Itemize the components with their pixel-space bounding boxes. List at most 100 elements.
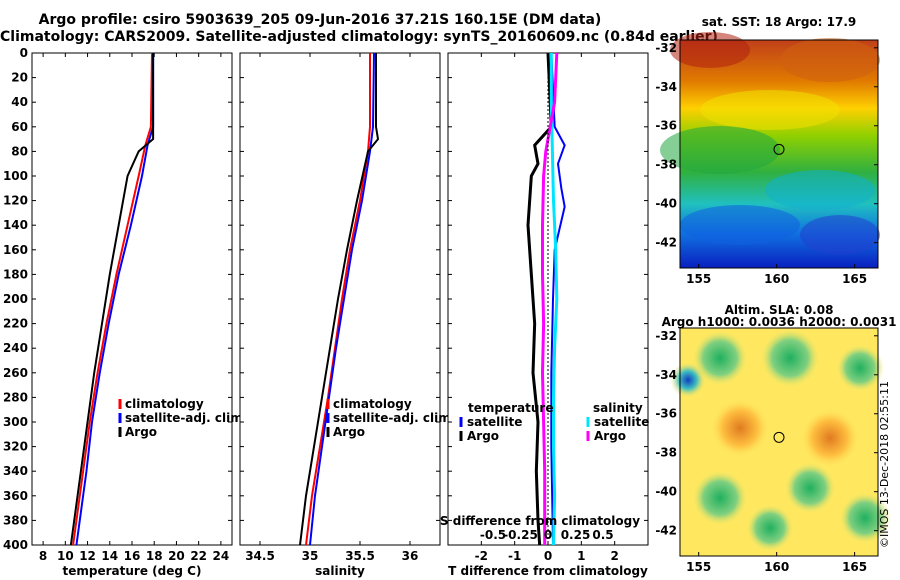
temperature-panel: 0 20 40 60 80 100 120 140 160 180 200 220 240 260 280 3… (3, 46, 247, 578)
sst-patch (670, 32, 750, 68)
x-tick-label: 16 (124, 549, 141, 563)
sla-patch (760, 328, 820, 388)
x-tick-label: 22 (190, 549, 207, 563)
series-line-argo (69, 53, 155, 546)
x-axis-label: temperature (deg C) (63, 564, 202, 578)
y-tick-label: 180 (3, 267, 28, 281)
map-title: sat. SST: 18 Argo: 17.9 (702, 15, 856, 29)
map-y-tick-label: -40 (655, 485, 677, 499)
s-tick-label: -0.5 (480, 528, 506, 542)
s-tick-label: 0.5 (592, 528, 613, 542)
temperature-panel-frame (31, 52, 233, 546)
x-tick-label: 34.5 (245, 549, 275, 563)
x-tick-label: 14 (101, 549, 118, 563)
figure-title-line1: Argo profile: csiro 5903639_205 09-Jun-2… (38, 12, 602, 28)
salinity-panel-frame (239, 52, 441, 546)
legend-heading-temperature: temperature (468, 401, 553, 415)
map-x-tick-label: 165 (842, 560, 867, 574)
y-tick-label: 80 (11, 144, 28, 158)
sla-patch (836, 344, 884, 392)
map-y-tick-label: -32 (655, 329, 677, 343)
salinity-panel: 34.5 35 35.5 36 salinity climatologysatellite… (239, 52, 455, 578)
x-tick-label: 0 (544, 549, 552, 563)
map-subtitle: Argo h1000: 0.0036 h2000: 0.0031 (662, 315, 897, 329)
sst-map: 155 160 165 -32 -34 -36 -38 -40 -42 sat. SST: 18 … (655, 15, 880, 286)
y-tick-label: 120 (3, 194, 28, 208)
y-tick-label: 400 (3, 538, 28, 552)
map-x-tick-label: 155 (686, 272, 711, 286)
sla-patch (746, 504, 794, 552)
series-line-s-satellite (549, 53, 559, 546)
y-tick-label: 260 (3, 366, 28, 380)
x-tick-label: -1 (508, 549, 521, 563)
map-title: Altim. SLA: 0.08 (725, 303, 834, 317)
x-axis-label: salinity (315, 564, 365, 578)
x-tick-label: -2 (475, 549, 488, 563)
float-location-marker (773, 431, 785, 443)
x-axis-label: T difference from climatology (448, 564, 648, 578)
x-tick-label: 35 (302, 549, 319, 563)
y-tick-label: 0 (20, 46, 28, 60)
x-tick-label: 24 (213, 549, 230, 563)
y-tick-label: 300 (3, 415, 28, 429)
map-x-tick-label: 160 (764, 272, 789, 286)
y-tick-label: 380 (3, 513, 28, 527)
y-tick-label: 20 (11, 71, 28, 85)
legend-label: Argo (467, 429, 499, 443)
sla-patch (784, 462, 836, 514)
sst-patch (800, 215, 880, 255)
y-tick-label: 160 (3, 243, 28, 257)
y-tick-label: 200 (3, 292, 28, 306)
map-y-tick-label: -38 (655, 158, 677, 172)
sla-patch (710, 398, 770, 458)
y-tick-label: 360 (3, 489, 28, 503)
series-line-climatology (72, 52, 153, 546)
sla-patch (692, 330, 748, 386)
x-tick-label: 10 (57, 549, 74, 563)
map-y-tick-label: -34 (655, 80, 677, 94)
y-tick-label: 240 (3, 341, 28, 355)
legend-label: climatology (125, 397, 204, 411)
legend-label: Argo (333, 425, 365, 439)
legend-heading-salinity: salinity (593, 401, 643, 415)
legend-label: satellite-adj. clim. (125, 411, 247, 425)
s-tick-label: -0.25 (503, 528, 538, 542)
y-tick-label: 340 (3, 464, 28, 478)
map-y-tick-label: -38 (655, 446, 677, 460)
copyright-credit: ©IMOS 13-Dec-2018 02:55:11 (878, 381, 891, 548)
legend-label: climatology (333, 397, 412, 411)
x-tick-label: 36 (402, 549, 419, 563)
y-tick-label: 140 (3, 218, 28, 232)
map-y-tick-label: -34 (655, 368, 677, 382)
map-y-tick-label: -36 (655, 119, 677, 133)
y-tick-label: 100 (3, 169, 28, 183)
figure-title-line2: Climatology: CARS2009. Satellite-adjuste… (0, 29, 718, 45)
map-frame (679, 327, 879, 557)
map-y-tick-label: -42 (655, 236, 677, 250)
sst-patch (680, 205, 800, 245)
s-axis-label: S difference from climatology (440, 514, 640, 528)
series-line-s-argo (540, 52, 559, 545)
x-tick-label: 18 (146, 549, 163, 563)
map-x-tick-label: 160 (764, 560, 789, 574)
series-line-satellite-adj-clim- (309, 52, 375, 546)
map-y-tick-label: -42 (655, 524, 677, 538)
legend-label: satellite-adj. clim. (333, 411, 455, 425)
sst-patch (700, 90, 840, 130)
series-line-climatology (305, 53, 371, 546)
x-tick-label: 20 (168, 549, 185, 563)
s-tick-label: 0 (544, 528, 552, 542)
difference-panel: -2 -1 0 1 2T difference from climatology -0.5… (440, 52, 649, 578)
x-tick-label: 8 (39, 549, 47, 563)
sst-patch (780, 38, 880, 82)
y-tick-label: 40 (11, 95, 28, 109)
sla-patch (800, 408, 860, 468)
x-tick-label: 35.5 (345, 549, 375, 563)
map-x-tick-label: 155 (686, 560, 711, 574)
legend-label: Argo (125, 425, 157, 439)
legend-label: satellite (594, 415, 649, 429)
sst-patch (660, 126, 780, 174)
map-y-tick-label: -32 (655, 41, 677, 55)
y-tick-label: 60 (11, 120, 28, 134)
